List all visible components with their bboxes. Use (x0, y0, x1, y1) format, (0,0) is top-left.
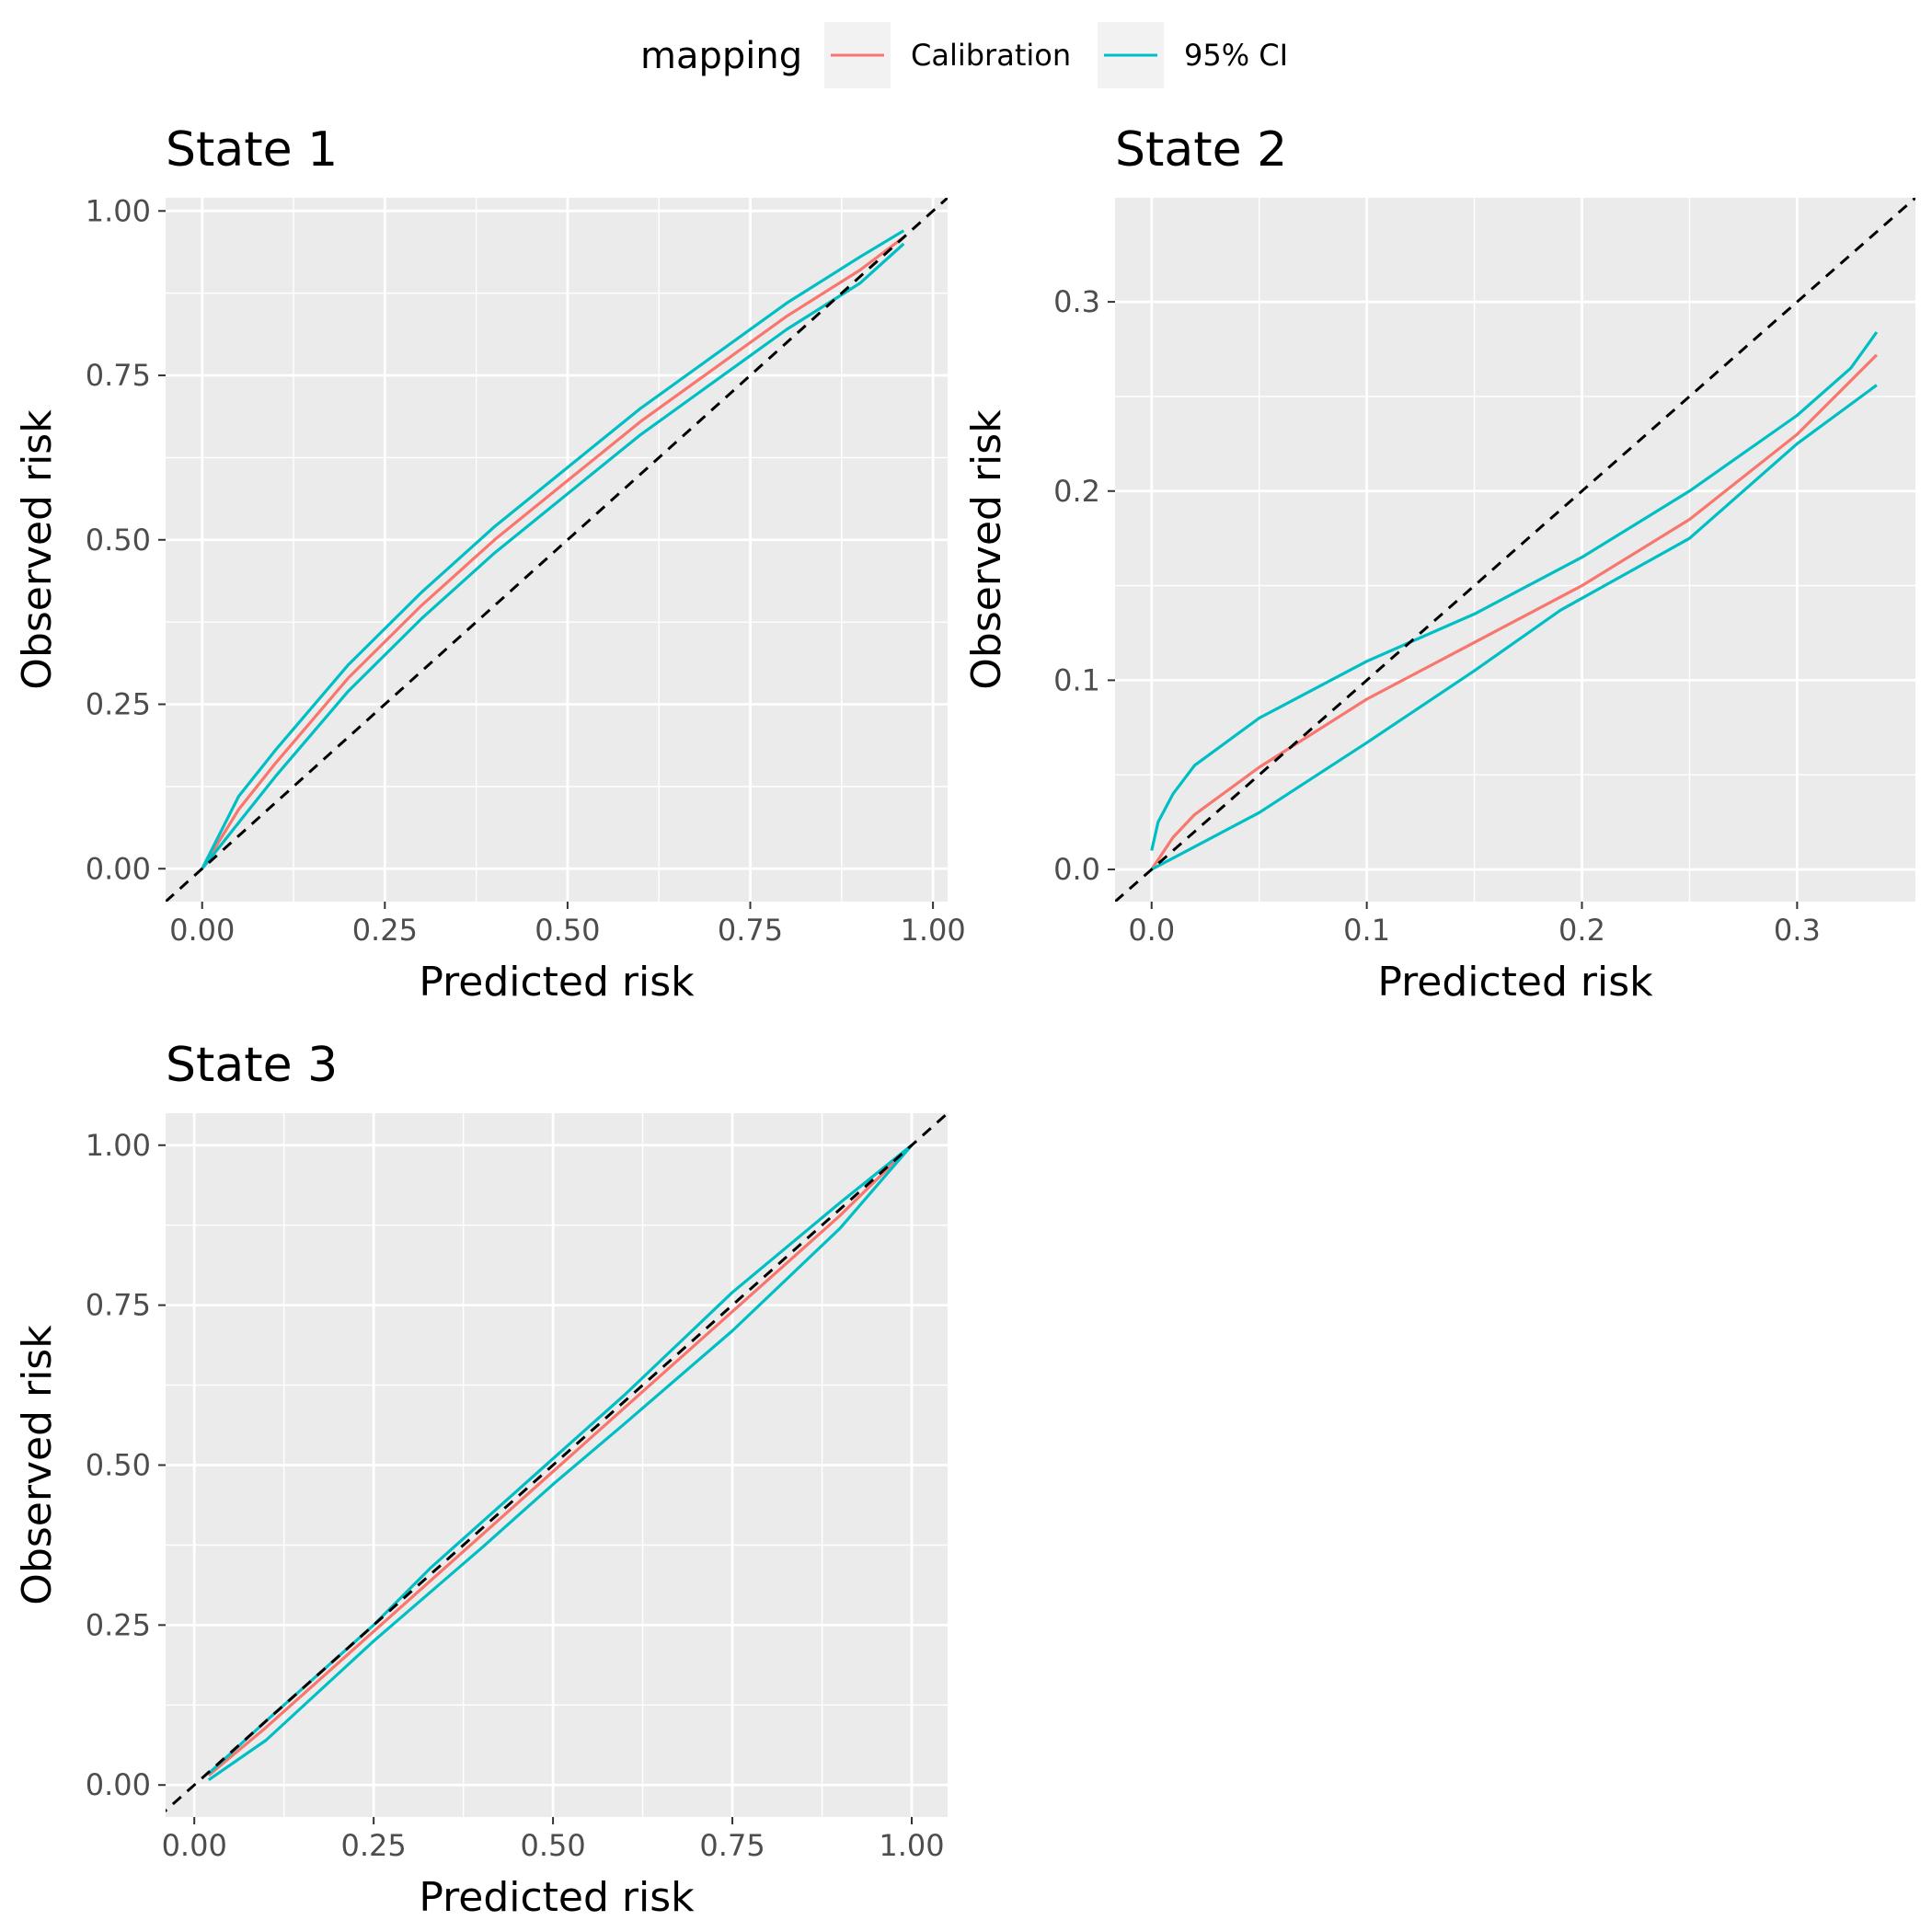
panel-state-2: 0.0 0.1 0.2 0.3 0.0 0.1 0.2 0.3 State 2 Predicted… (963, 122, 1915, 1006)
y-tick-label: 0.75 (86, 358, 151, 393)
plot-area (166, 198, 948, 902)
x-tick-label: 0.25 (341, 1828, 407, 1863)
y-axis-title: Observed risk (963, 409, 1010, 690)
panel-state-1: 0.00 0.25 0.50 0.75 1.00 0.00 0.25 0.50 0.75 1.00… (14, 122, 966, 1006)
plot-area (166, 1113, 948, 1813)
reference-line (1115, 198, 1915, 902)
x-axis-title: Predicted risk (1377, 959, 1653, 1006)
calibration-line (207, 1144, 914, 1777)
y-tick-label: 0.0 (1053, 852, 1100, 887)
x-tick-label: 1.00 (900, 913, 965, 948)
y-tick-label: 1.00 (86, 1128, 151, 1163)
x-tick-label: 1.00 (879, 1828, 944, 1863)
y-tick-label: 0.00 (86, 1767, 151, 1802)
panel-title: State 1 (166, 122, 338, 178)
x-tick-label: 0.75 (699, 1828, 765, 1863)
y-tick-label: 0.25 (86, 1607, 151, 1642)
ci-lower-line (207, 1144, 914, 1782)
ci-upper-line (1150, 331, 1879, 851)
y-tick-label: 1.00 (86, 193, 151, 228)
y-tick-label: 0.50 (86, 1448, 151, 1483)
x-tick-label: 0.50 (520, 1828, 585, 1863)
reference-line (166, 1113, 948, 1813)
ci-lower-line (1151, 384, 1878, 871)
x-tick-label: 0.50 (535, 913, 600, 948)
x-tick-label: 0.3 (1774, 913, 1821, 948)
reference-line (166, 198, 948, 902)
calibration-line (201, 236, 905, 870)
ci-upper-line (201, 229, 905, 870)
y-tick-label: 0.3 (1053, 284, 1100, 319)
y-tick-label: 0.1 (1053, 662, 1100, 697)
x-tick-label: 0.1 (1343, 913, 1390, 948)
legend-label-ci: 95% CI (1184, 38, 1288, 73)
plot-area (1115, 198, 1915, 902)
y-axis-title: Observed risk (14, 1325, 61, 1605)
x-tick-label: 0.00 (162, 1828, 227, 1863)
panel-title: State 2 (1115, 122, 1287, 178)
calibration-line (1150, 353, 1879, 870)
y-axis-title: Observed risk (14, 409, 61, 690)
x-tick-label: 0.00 (169, 913, 235, 948)
ci-lower-line (201, 242, 905, 870)
y-tick-label: 0.25 (86, 687, 151, 722)
panel-state-3: 0.00 0.25 0.50 0.75 1.00 0.00 0.25 0.50 0.75 1.00… (14, 1038, 948, 1921)
legend-label-calibration: Calibration (911, 38, 1071, 73)
y-tick-label: 0.75 (86, 1288, 151, 1323)
x-axis-title: Predicted risk (419, 1874, 695, 1921)
legend: mapping Calibration 95% CI (640, 22, 1288, 88)
y-tick-label: 0.2 (1053, 474, 1100, 509)
x-tick-label: 0.0 (1128, 913, 1175, 948)
legend-title: mapping (640, 35, 802, 77)
x-tick-label: 0.25 (352, 913, 418, 948)
panel-title: State 3 (166, 1038, 338, 1093)
x-tick-label: 0.2 (1558, 913, 1605, 948)
x-tick-label: 0.75 (718, 913, 783, 948)
y-tick-label: 0.50 (86, 523, 151, 558)
x-axis-title: Predicted risk (419, 959, 695, 1006)
y-tick-label: 0.00 (86, 851, 151, 886)
